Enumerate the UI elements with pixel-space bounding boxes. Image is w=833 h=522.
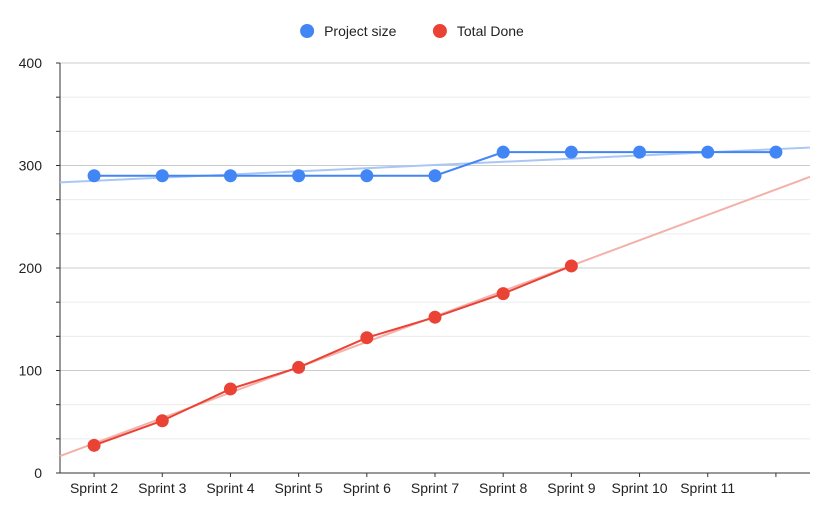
- legend-marker: [432, 24, 447, 38]
- data-point: [496, 145, 510, 159]
- data-point: [223, 382, 237, 396]
- legend-marker: [300, 24, 315, 38]
- x-tick-label: Sprint 3: [138, 480, 186, 496]
- x-tick-label: Sprint 2: [70, 480, 118, 496]
- x-tick-label: Sprint 7: [411, 480, 459, 496]
- x-tick-label: Sprint 10: [612, 480, 668, 496]
- x-tick-label: Sprint 11: [680, 480, 735, 496]
- y-tick-label: 200: [19, 260, 43, 276]
- data-point: [223, 169, 237, 183]
- data-point: [360, 331, 374, 345]
- data-point: [428, 310, 442, 324]
- series-group: [87, 145, 783, 452]
- legend-label: Total Done: [457, 23, 524, 39]
- data-point: [564, 259, 578, 273]
- data-point: [496, 287, 510, 301]
- axes: [56, 62, 810, 477]
- data-point: [633, 145, 647, 159]
- data-point: [87, 438, 101, 452]
- data-point: [87, 169, 101, 183]
- x-axis-labels: Sprint 2 Sprint 3 Sprint 4 Sprint 5 Sprint 6…: [70, 480, 735, 496]
- gridlines: [60, 62, 810, 440]
- y-tick-label: 0: [34, 465, 42, 481]
- x-tick-label: Sprint 6: [343, 480, 391, 496]
- data-point: [292, 360, 306, 374]
- legend: Project size Total Done: [300, 23, 524, 39]
- data-point: [769, 145, 783, 159]
- data-point: [155, 414, 169, 428]
- y-tick-label: 300: [19, 158, 43, 174]
- data-point: [360, 169, 374, 183]
- x-tick-label: Sprint 9: [547, 480, 595, 496]
- series-line: [93, 265, 572, 447]
- data-point: [701, 145, 715, 159]
- data-point: [428, 169, 442, 183]
- x-tick-label: Sprint 5: [275, 480, 323, 496]
- y-tick-label: 400: [19, 55, 43, 71]
- x-tick-label: Sprint 4: [206, 480, 254, 496]
- x-tick-label: Sprint 8: [479, 480, 527, 496]
- data-point: [155, 169, 169, 183]
- y-axis-labels: 0 100 200 300 400: [19, 55, 43, 481]
- data-point: [292, 169, 306, 183]
- data-point: [564, 145, 578, 159]
- y-tick-label: 100: [19, 363, 43, 379]
- legend-label: Project size: [324, 23, 397, 39]
